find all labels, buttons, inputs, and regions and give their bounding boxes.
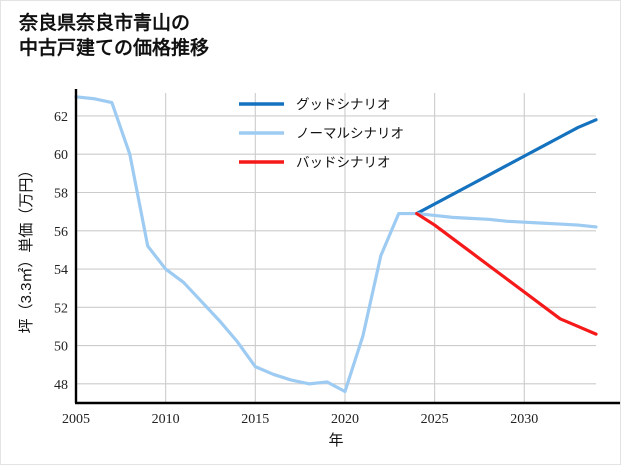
- x-tick-label: 2020: [331, 412, 359, 427]
- page-title: 奈良県奈良市青山の 中古戸建ての価格推移: [19, 11, 209, 61]
- legend-label: ノーマルシナリオ: [296, 126, 404, 141]
- y-tick-label: 58: [54, 187, 68, 202]
- series-line: [74, 95, 598, 394]
- y-tick-label: 60: [54, 148, 68, 163]
- y-axis-title: 坪（3.3㎡）単価（万円）: [18, 163, 35, 334]
- series-line: [415, 211, 598, 336]
- y-tick-label: 48: [54, 378, 68, 393]
- legend-label: バッドシナリオ: [296, 155, 391, 170]
- x-tick-label: 2015: [241, 412, 269, 427]
- x-tick-label: 2025: [421, 412, 449, 427]
- axis-titles: 坪（3.3㎡）単価（万円） 年: [18, 163, 344, 449]
- gridlines: [75, 93, 596, 403]
- axis-ticks: 48 50 52 54 56 58 60 62 2005 2010 2015 2020 2025 2030: [54, 110, 538, 427]
- series-line: [415, 118, 598, 216]
- y-tick-label: 52: [54, 301, 68, 316]
- title-line-2: 中古戸建ての価格推移: [19, 38, 210, 60]
- x-tick-label: 2030: [510, 412, 538, 427]
- title-line-1: 奈良県奈良市青山の: [19, 13, 191, 34]
- y-tick-label: 54: [54, 263, 68, 278]
- y-tick-label: 50: [54, 340, 68, 355]
- legend-label: グッドシナリオ: [296, 97, 391, 112]
- x-axis-title: 年: [328, 432, 343, 449]
- x-tick-label: 2005: [62, 412, 90, 427]
- axes: [74, 89, 620, 405]
- series-layer: [74, 95, 598, 394]
- x-tick-label: 2010: [152, 412, 180, 427]
- y-tick-label: 56: [54, 225, 68, 240]
- y-tick-label: 62: [54, 110, 68, 125]
